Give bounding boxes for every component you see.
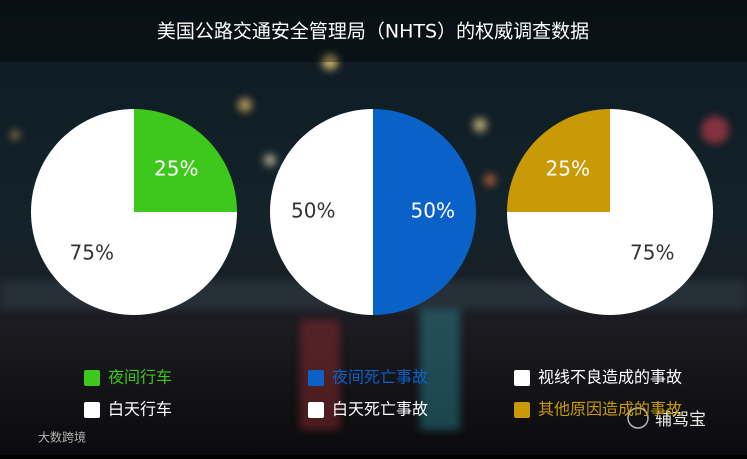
title-band — [0, 0, 747, 62]
watermark-icon — [627, 407, 649, 429]
slice-label: 75% — [70, 241, 114, 265]
legend-swatch — [514, 370, 530, 386]
legend-label: 其他原因造成的事故 — [538, 400, 682, 419]
slice-label: 75% — [630, 241, 674, 265]
title: 美国公路交通安全管理局（NHTS）的权威调查数据 — [157, 21, 589, 43]
legend-swatch — [514, 402, 530, 418]
legend-swatch — [308, 370, 324, 386]
watermark: 大数跨境 — [38, 430, 86, 445]
pie-slice — [507, 109, 610, 212]
legend-label: 视线不良造成的事故 — [538, 368, 682, 387]
slice-label: 25% — [546, 156, 590, 180]
pie-slice — [270, 109, 373, 315]
legend-label: 白天行车 — [108, 400, 172, 419]
slice-label: 50% — [411, 199, 455, 223]
pie-slice — [134, 109, 237, 212]
legend-label: 夜间行车 — [108, 368, 172, 387]
pie-slice — [373, 109, 476, 315]
slice-label: 25% — [154, 156, 198, 180]
legend-label: 白天死亡事故 — [332, 400, 428, 419]
legend-swatch — [84, 370, 100, 386]
pie-slice — [31, 109, 237, 315]
slice-label: 50% — [291, 199, 335, 223]
legend-swatch — [308, 402, 324, 418]
legend-swatch — [84, 402, 100, 418]
legend-label: 夜间死亡事故 — [332, 368, 428, 387]
watermark: 辅驾宝 — [655, 410, 706, 430]
